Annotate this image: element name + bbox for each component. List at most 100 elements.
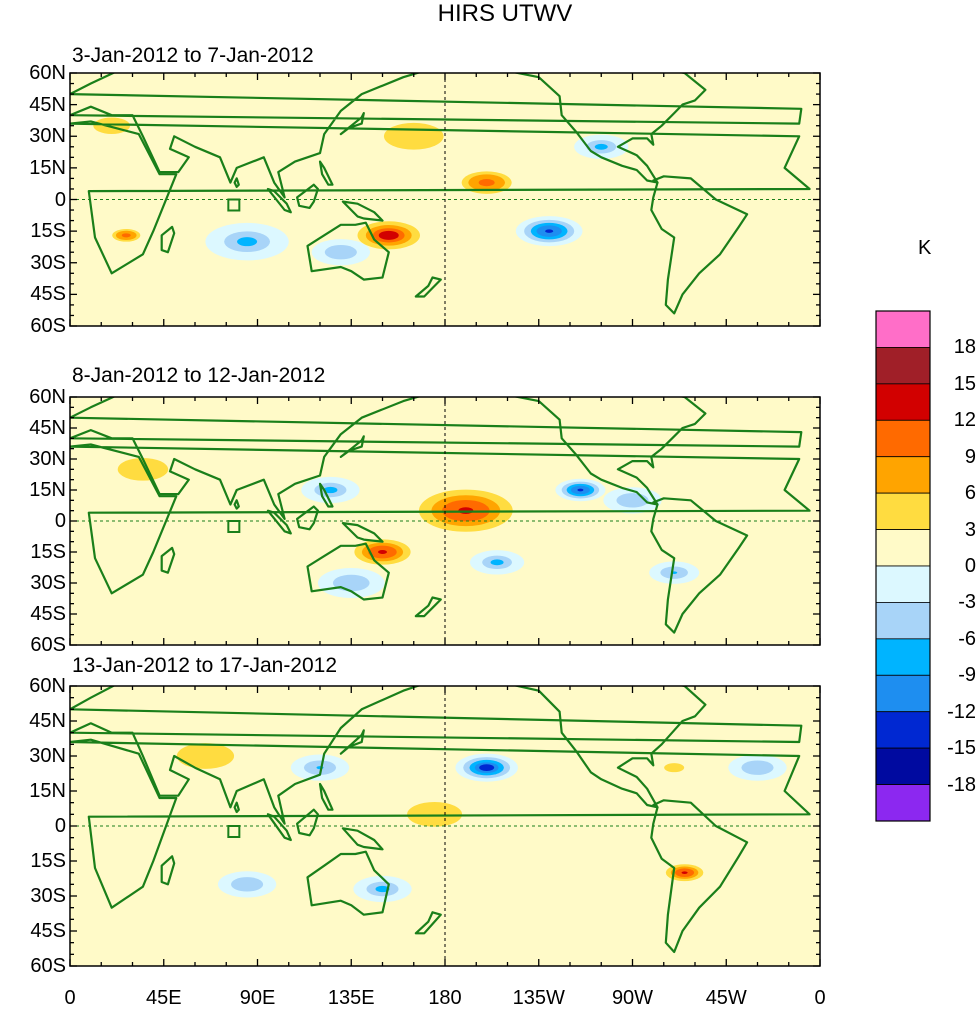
lat-tick-label: 15S	[30, 850, 66, 872]
lat-tick-label: 45N	[29, 93, 66, 116]
box-marker	[227, 520, 241, 533]
anomaly-contour	[384, 791, 485, 837]
map-panel	[69, 685, 821, 967]
colorbar-swatch	[875, 383, 931, 421]
lon-tick-label: 90W	[611, 987, 654, 1009]
lat-tick-label: 0	[54, 188, 66, 211]
colorbar-tick-label: 0	[964, 555, 976, 577]
anomaly-contour	[301, 476, 360, 504]
lat-tick-label: 60N	[29, 386, 66, 408]
lat-tick-label: 60N	[29, 62, 66, 84]
lat-tick-label: 60N	[29, 675, 66, 697]
colorbar-tick-label: 15	[953, 372, 976, 395]
map-panel	[69, 396, 821, 646]
colorbar-swatch	[875, 602, 931, 640]
lat-tick-label: 45S	[30, 920, 66, 942]
lat-tick-label: 45S	[30, 283, 66, 306]
colorbar-tick-label: 9	[964, 445, 976, 468]
colorbar-swatch	[875, 419, 931, 458]
lat-tick-label: 30N	[29, 745, 66, 767]
lat-tick-label: 60S	[30, 955, 66, 977]
colorbar-tick-label: -6	[958, 627, 976, 650]
lon-tick-label: 180	[428, 987, 462, 1009]
lon-tick-label: 135E	[327, 987, 375, 1009]
lon-tick-label: 45E	[145, 987, 182, 1009]
anomaly-contour	[632, 748, 716, 787]
lat-tick-label: 60S	[30, 634, 66, 656]
anomaly-contour	[353, 875, 412, 903]
lat-tick-label: 30N	[29, 125, 66, 148]
colorbar-tick-label: -18	[947, 773, 976, 796]
colorbar-tick-label: 3	[964, 518, 976, 541]
box-marker	[227, 198, 241, 212]
lat-tick-label: 15S	[30, 541, 66, 563]
lat-tick-label: 30S	[30, 251, 66, 274]
anomaly-contour	[347, 216, 431, 255]
lat-tick-label: 45N	[29, 710, 66, 732]
anomaly-contour	[470, 550, 525, 575]
anomaly-contour	[455, 753, 518, 782]
lon-tick-label: 90E	[239, 987, 276, 1009]
lat-tick-label: 30S	[30, 572, 66, 594]
lon-tick-label: 0	[64, 987, 76, 1009]
lon-tick-label: 0	[814, 987, 826, 1009]
coastlines	[70, 397, 811, 634]
anomaly-contour	[649, 561, 700, 584]
colorbar-tick-label: -3	[958, 591, 976, 614]
anomaly-contour	[205, 222, 289, 261]
map-panel	[69, 72, 821, 327]
colorbar-swatch	[875, 638, 931, 676]
anomaly-contour	[574, 134, 629, 159]
anomaly-contour	[515, 216, 583, 247]
anomaly-contour	[555, 478, 606, 502]
colorbar-swatch	[875, 711, 931, 749]
colorbar-swatch	[875, 674, 931, 713]
panel-title: 13-Jan-2012 to 17-Jan-2012	[72, 654, 338, 677]
coastlines	[70, 686, 811, 954]
box-marker	[227, 825, 241, 838]
colorbar-tick-label: 6	[964, 482, 976, 505]
lon-tick-label: 45W	[705, 987, 747, 1009]
colorbar-swatch	[875, 784, 931, 822]
colorbar-swatch	[875, 310, 931, 348]
lat-tick-label: 15N	[29, 156, 66, 179]
anomaly-contour	[359, 111, 468, 161]
panel-title: 8-Jan-2012 to 12-Jan-2012	[72, 364, 326, 387]
unit-label: K	[918, 237, 932, 259]
colorbar-swatch	[875, 456, 931, 494]
anomaly-contour	[97, 448, 189, 490]
lat-tick-label: 15N	[29, 780, 66, 802]
lon-tick-label: 135W	[512, 987, 565, 1009]
anomaly-contour	[290, 754, 350, 781]
anomaly-contour	[107, 226, 145, 244]
colorbar-swatch	[875, 492, 931, 530]
anomaly-contour	[728, 754, 787, 781]
lat-tick-label: 45S	[30, 603, 66, 625]
lat-tick-label: 0	[54, 510, 66, 532]
lat-tick-label: 45N	[29, 417, 66, 439]
coastlines	[70, 73, 811, 315]
colorbar-swatch	[875, 747, 931, 785]
anomaly-contour	[311, 239, 371, 266]
colorbar-tick-label: -15	[947, 737, 976, 760]
lat-tick-label: 30S	[30, 885, 66, 907]
lat-tick-label: 60S	[30, 315, 66, 337]
lat-tick-label: 15N	[29, 479, 66, 501]
panel-title: 3-Jan-2012 to 7-Jan-2012	[72, 44, 314, 67]
colorbar-tick-label: 18	[953, 336, 976, 359]
colorbar-tick-label: -12	[947, 700, 976, 723]
figure-title: HIRS UTWV	[437, 0, 573, 27]
anomaly-contour	[78, 110, 145, 141]
colorbar-swatch	[875, 529, 931, 567]
colorbar	[875, 310, 931, 822]
colorbar-swatch	[875, 565, 931, 603]
colorbar-swatch	[875, 347, 931, 385]
lat-tick-label: 30N	[29, 448, 66, 470]
lat-tick-label: 0	[54, 815, 66, 837]
colorbar-tick-label: -9	[958, 664, 976, 687]
anomaly-contour	[603, 487, 662, 514]
lat-tick-label: 15S	[30, 220, 66, 243]
colorbar-tick-label: 12	[953, 409, 976, 432]
anomaly-contour	[217, 871, 277, 898]
